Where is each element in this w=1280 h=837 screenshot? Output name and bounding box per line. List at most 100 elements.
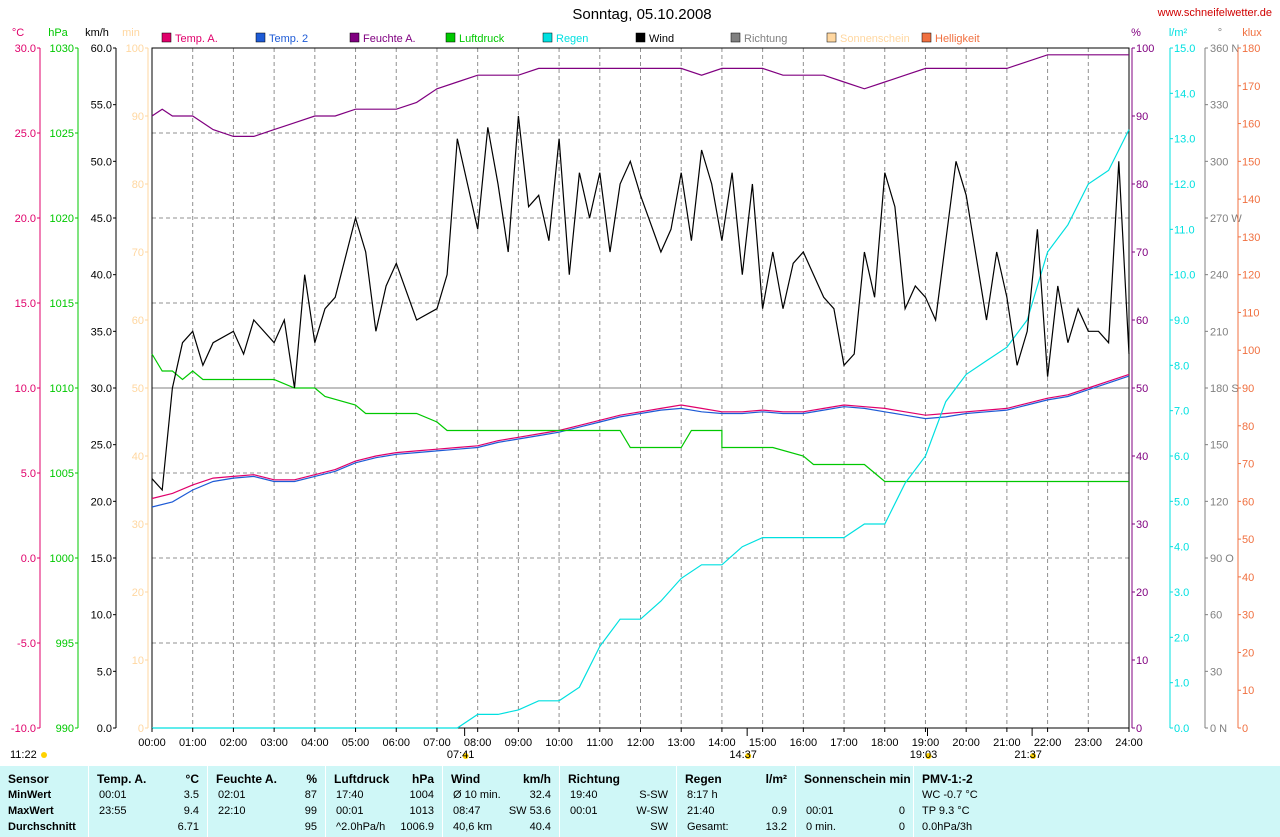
axis-unit-2: km/h (85, 27, 109, 39)
axis-tick-label-direction: 150 (1210, 440, 1228, 452)
sun-marker-icon-2 (925, 753, 932, 759)
summary-hum-max-value: 99 (304, 805, 317, 817)
legend-label-2: Feuchte A. (363, 33, 416, 45)
summary-head-label-dir: Richtung (568, 772, 620, 786)
summary-head-label-hum: Feuchte A. (216, 772, 277, 786)
axis-tick-label-sun_min: 100 (126, 43, 144, 55)
axis-tick-label-direction: 360 N (1210, 43, 1239, 55)
summary-head-pmv: PMV-1:-2 (914, 772, 1280, 786)
axis-tick-label-pressure: 990 (56, 723, 74, 735)
x-tick-label: 14:00 (708, 737, 736, 749)
x-tick-label: 00:00 (138, 737, 166, 749)
sun-marker-icon-3 (1030, 753, 1037, 759)
x-tick-label: 24:00 (1115, 737, 1143, 749)
legend-label-5: Wind (649, 33, 674, 45)
axis-tick-label-direction: 0 N (1210, 723, 1227, 735)
series-line-regen (152, 129, 1130, 729)
sun-marker-icon-1 (745, 753, 752, 759)
summary-head-unit-wind: km/h (522, 772, 551, 786)
summary-hum-min-time: 02:01 (218, 789, 246, 801)
axis-tick-label-lux: 30 (1242, 610, 1254, 622)
axis-tick-label-lux: 130 (1242, 232, 1260, 244)
summary-press-max-time: 00:01 (336, 805, 364, 817)
summary-head-unit-temp: °C (185, 772, 199, 786)
axis-tick-label-lux: 80 (1242, 421, 1254, 433)
axis-tick-label-rain: 0.0 (1174, 723, 1189, 735)
sun-marker-label-2: 19:03 (910, 749, 938, 761)
x-tick-label: 12:00 (627, 737, 655, 749)
axis-tick-label-pressure: 1020 (50, 213, 74, 225)
summary-wind-max-time: 08:47 (453, 805, 481, 817)
summary-row-hum-max: 22:10 99 (208, 804, 325, 818)
summary-sun-avg-time: 0 min. (806, 821, 836, 833)
axis-tick-label-direction: 30 (1210, 666, 1222, 678)
summary-temp-min-time: 00:01 (99, 789, 127, 801)
axis-tick-label-temp: -10.0 (11, 723, 36, 735)
summary-wind-avg-time: 40,6 km (453, 821, 493, 833)
summary-dir-min-value: S-SW (639, 789, 668, 801)
summary-pmv-max: TP 9.3 °C (922, 805, 970, 817)
x-tick-label: 01:00 (179, 737, 207, 749)
axis-tick-label-rain: 11.0 (1174, 224, 1195, 236)
axis-tick-label-lux: 170 (1242, 81, 1260, 93)
axis-tick-label-temp: 5.0 (21, 468, 36, 480)
summary-dir-max-time: 00:01 (570, 805, 598, 817)
x-tick-label: 02:00 (220, 737, 248, 749)
axis-tick-label-sun_min: 50 (132, 383, 144, 395)
axis-tick-label-lux: 100 (1242, 345, 1260, 357)
axis-tick-label-rain: 6.0 (1174, 451, 1189, 463)
summary-col-dir: Richtung 19:40 S-SW 00:01 W-SW SW (560, 766, 677, 837)
x-tick-label: 03:00 (260, 737, 288, 749)
summary-head-temp: Temp. A. °C (89, 772, 207, 786)
summary-head-sun: Sonnenschein min (796, 772, 913, 786)
axis-tick-label-temp: 20.0 (15, 213, 36, 225)
axis-tick-label-sun_min: 60 (132, 315, 144, 327)
summary-row-sun-min (796, 788, 913, 802)
summary-col-press: Luftdruck hPa 17:40 1004 00:01 1013 ^2.0hPa/h 1… (326, 766, 443, 837)
summary-hum-max-time: 22:10 (218, 805, 246, 817)
x-tick-label: 19:00 (912, 737, 940, 749)
axis-unit-7: klux (1242, 27, 1262, 39)
axis-unit-4: % (1131, 27, 1141, 39)
axis-tick-label-temp: 10.0 (15, 383, 36, 395)
summary-rain-max-value: 0.9 (771, 805, 787, 817)
axis-tick-label-rain: 2.0 (1174, 632, 1189, 644)
summary-head-label-sensor: Sensor (8, 772, 49, 786)
summary-head-hum: Feuchte A.% (208, 772, 325, 786)
summary-dir-max-value: W-SW (636, 805, 668, 817)
legend-swatch-6 (730, 32, 741, 43)
x-tick-label: 11:00 (586, 737, 613, 749)
legend-swatch-0 (161, 32, 172, 43)
legend-swatch-4 (542, 32, 553, 43)
axis-tick-label-lux: 180 (1242, 43, 1260, 55)
summary-head-wind: Wind km/h (443, 772, 559, 786)
summary-temp-min-value: 3.5 (183, 789, 199, 801)
axis-tick-label-wind: 30.0 (91, 383, 112, 395)
sun-marker-label-3: 21:37 (1014, 749, 1042, 761)
legend-swatch-7 (826, 32, 837, 43)
axis-tick-label-sun_min: 90 (132, 111, 144, 123)
summary-row-hum-avg: 95 (208, 820, 325, 834)
summary-row-sun-max: 00:01 0 (796, 804, 913, 818)
axis-tick-label-pressure: 1000 (50, 553, 74, 565)
summary-head-unit-press: hPa (411, 772, 434, 786)
axis-tick-label-lux: 160 (1242, 119, 1260, 131)
summary-head-label-pmv: PMV-1:-2 (922, 772, 973, 786)
axis-unit-0: °C (12, 27, 24, 39)
summary-sensor-max: MaxWert (8, 805, 54, 817)
axis-tick-label-rain: 15.0 (1174, 43, 1195, 55)
axis-tick-label-wind: 15.0 (91, 553, 112, 565)
plot-grid (151, 47, 1130, 729)
axis-tick-label-wind: 25.0 (91, 440, 112, 452)
axis-tick-label-wind: 50.0 (91, 156, 112, 168)
site-link[interactable]: www.schneifelwetter.de (1157, 7, 1272, 19)
x-tick-label: 13:00 (667, 737, 695, 749)
axis-tick-label-rain: 7.0 (1174, 406, 1189, 418)
legend-label-0: Temp. A. (175, 33, 218, 45)
axis-tick-label-sun_min: 10 (132, 655, 144, 667)
axis-tick-label-rain: 4.0 (1174, 542, 1189, 554)
axis-tick-label-temp: -5.0 (17, 638, 36, 650)
x-tick-label: 15:00 (749, 737, 777, 749)
legend-swatch-5 (635, 32, 646, 43)
summary-row-pmv-avg: 0.0hPa/3h (914, 820, 1280, 834)
